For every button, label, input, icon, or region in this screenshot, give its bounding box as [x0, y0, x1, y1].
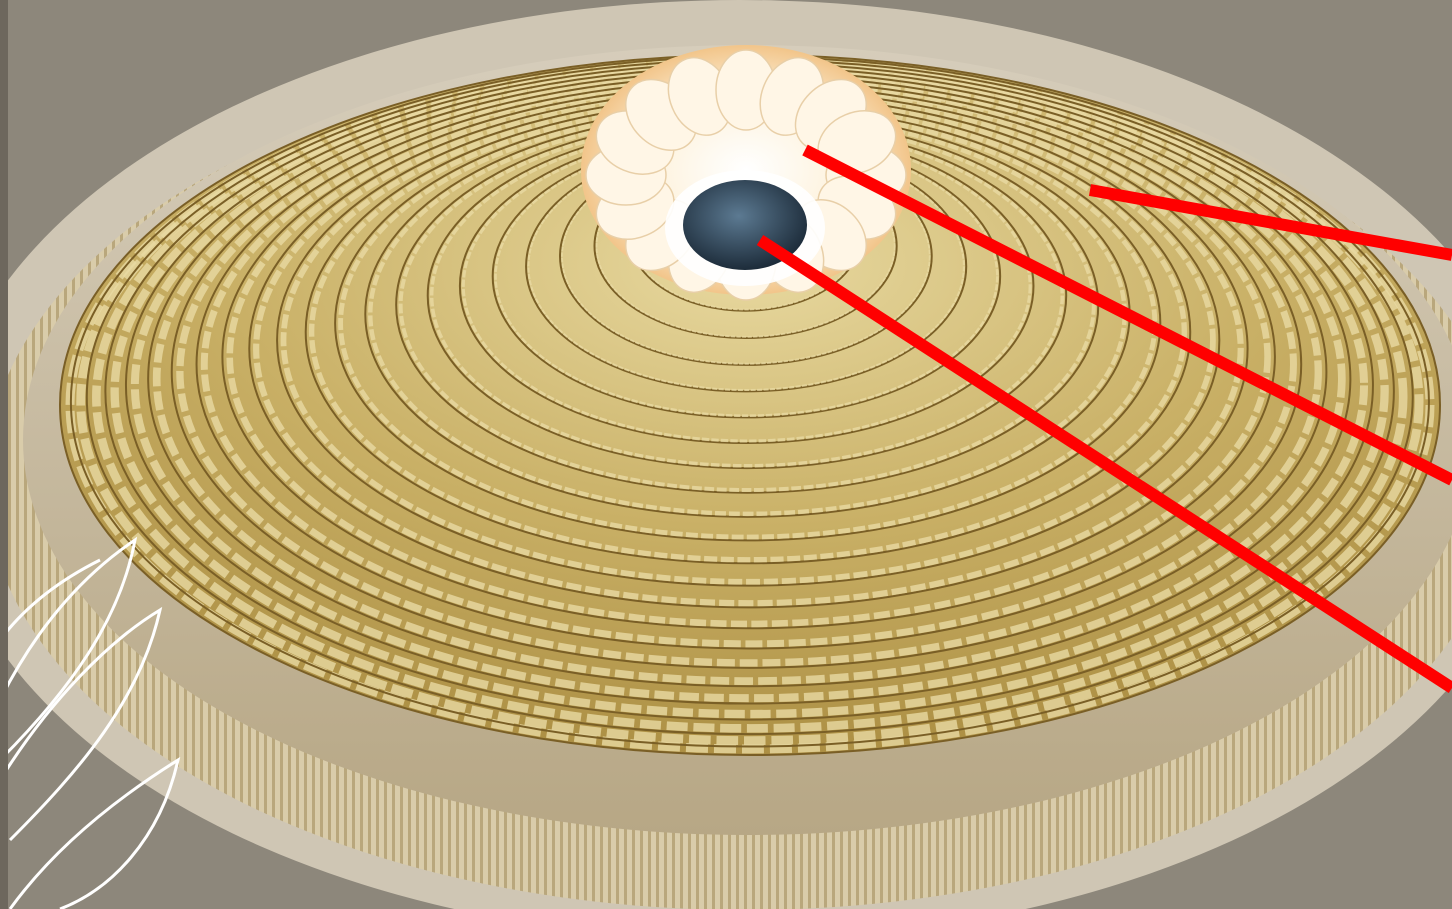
leaf-ornament	[0, 536, 181, 909]
left-edge	[0, 0, 8, 909]
red-line	[802, 144, 1452, 486]
red-line	[756, 234, 1452, 694]
red-line	[1088, 184, 1452, 261]
leaf	[0, 606, 163, 842]
niche-row	[200, 81, 1297, 648]
niche-row	[398, 117, 1096, 493]
leaf	[0, 558, 101, 641]
leaf	[8, 756, 181, 909]
niche-row	[280, 96, 1216, 585]
leaf	[0, 536, 138, 762]
